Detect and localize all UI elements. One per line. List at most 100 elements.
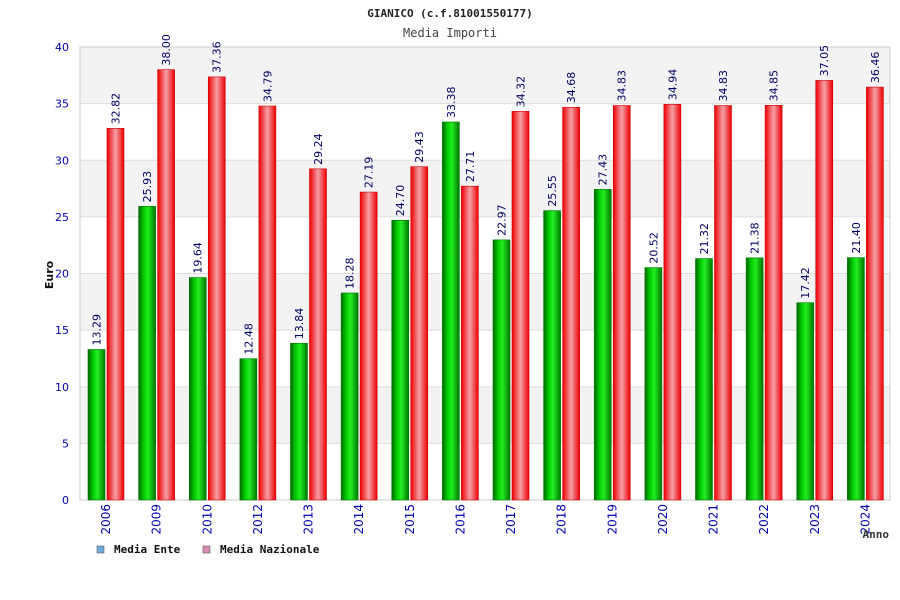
x-tick-label: 2023: [808, 504, 822, 535]
y-axis: 0 5 10 15 20 25 30 35 40: [55, 41, 69, 507]
x-axis-label: Anno: [863, 528, 890, 541]
bar-media-nazionale: [815, 80, 834, 501]
data-label: 34.32: [515, 76, 528, 108]
data-label: 34.83: [616, 70, 629, 102]
x-tick-label: 2020: [656, 504, 670, 535]
bar-media-nazionale: [612, 105, 631, 501]
bar-media-ente: [391, 219, 410, 501]
bar-media-nazionale: [410, 166, 429, 501]
data-label: 34.68: [565, 72, 578, 104]
data-label: 25.93: [141, 171, 154, 203]
bar-media-nazionale: [258, 105, 277, 501]
bar-media-nazionale: [764, 105, 783, 501]
data-label: 21.32: [698, 223, 711, 255]
chart-title: GIANICO (c.f.81001550177): [367, 7, 533, 20]
y-axis-label: Euro: [43, 260, 56, 289]
data-label: 25.55: [546, 175, 559, 207]
data-label: 24.70: [394, 185, 407, 217]
x-tick-label: 2024: [858, 504, 872, 535]
data-label: 21.40: [850, 222, 863, 254]
y-tick-label: 30: [55, 154, 69, 167]
bar-media-ente: [796, 302, 815, 501]
bar-media-nazionale: [866, 86, 884, 501]
data-label: 19.64: [192, 242, 205, 274]
x-tick-label: 2019: [605, 504, 619, 535]
x-tick-label: 2006: [99, 504, 113, 535]
data-label: 34.83: [717, 70, 730, 102]
data-label: 34.94: [666, 69, 679, 101]
bar-media-ente: [543, 210, 561, 501]
x-tick-label: 2021: [707, 504, 721, 535]
data-label: 32.82: [110, 93, 123, 125]
data-label: 27.71: [464, 151, 477, 183]
bar-media-nazionale: [562, 106, 580, 501]
bar-media-ente: [695, 258, 713, 501]
bar-media-ente: [442, 121, 460, 501]
data-label: 34.79: [261, 71, 274, 103]
bar-media-ente: [644, 267, 663, 501]
data-label: 34.85: [768, 70, 781, 102]
bar-media-ente: [87, 349, 106, 501]
x-tick-label: 2013: [302, 504, 316, 535]
bar-media-nazionale: [106, 128, 125, 501]
bar-media-ente: [138, 206, 156, 501]
legend: Media Ente Media Nazionale: [96, 543, 320, 556]
x-tick-label: 2017: [504, 504, 518, 535]
y-tick-label: 20: [55, 268, 69, 281]
data-label: 20.52: [647, 232, 660, 264]
y-tick-label: 25: [55, 211, 69, 224]
bar-media-nazionale: [157, 69, 175, 501]
y-tick-label: 35: [55, 98, 69, 111]
data-label: 21.38: [749, 222, 762, 254]
bar-media-ente: [340, 292, 359, 501]
data-label: 29.43: [413, 131, 426, 163]
bar-media-nazionale: [207, 76, 226, 501]
data-label: 13.29: [91, 314, 104, 346]
x-tick-label: 2015: [403, 504, 417, 535]
bar-media-nazionale: [511, 111, 530, 501]
bar-media-ente: [188, 277, 207, 501]
y-tick-label: 15: [55, 324, 69, 337]
bar-media-nazionale: [663, 104, 682, 501]
plot-area-frame: [79, 46, 891, 501]
bar-media-nazionale: [359, 191, 378, 501]
x-tick-label: 2012: [251, 504, 265, 535]
x-tick-label: 2018: [555, 504, 569, 535]
data-label: 27.19: [363, 157, 376, 189]
legend-label-media-ente: Media Ente: [114, 543, 181, 556]
bar-media-nazionale: [714, 105, 732, 501]
data-label: 37.36: [211, 41, 224, 73]
data-labels: 13.29 32.82 25.93 38.00 19.64 37.36 12.48 34.79…: [91, 34, 882, 355]
data-label: 33.38: [445, 86, 458, 118]
x-axis: 2006 2009 2010 2012 2013 2014 2015 2016 2017 2018…: [99, 504, 872, 535]
data-label: 18.28: [344, 257, 357, 289]
legend-swatch-media-ente: [96, 545, 105, 554]
data-label: 17.42: [799, 267, 812, 299]
bar-media-ente: [492, 239, 511, 501]
chart-subtitle: Media Importi: [403, 26, 497, 40]
bar-media-nazionale: [309, 168, 327, 501]
legend-label-media-nazionale: Media Nazionale: [220, 543, 320, 556]
bars: [87, 69, 884, 501]
data-label: 22.97: [496, 204, 509, 236]
y-tick-label: 0: [62, 494, 69, 507]
data-label: 38.00: [160, 34, 173, 66]
legend-swatch-media-nazionale: [202, 545, 211, 554]
data-label: 29.24: [312, 133, 325, 165]
data-label: 36.46: [869, 52, 882, 84]
x-tick-label: 2010: [200, 504, 214, 535]
bar-media-ente: [847, 257, 865, 501]
x-tick-label: 2009: [150, 504, 164, 535]
data-label: 13.84: [293, 308, 306, 340]
bar-media-ente: [239, 358, 258, 501]
data-label: 27.43: [597, 154, 610, 186]
bar-media-ente: [290, 342, 308, 501]
y-tick-label: 5: [62, 437, 69, 450]
bar-media-ente: [593, 189, 612, 501]
y-tick-label: 10: [55, 381, 69, 394]
y-tick-label: 40: [55, 41, 69, 54]
x-tick-label: 2016: [453, 504, 467, 535]
x-tick-label: 2014: [352, 504, 366, 535]
bar-media-ente: [745, 257, 764, 501]
